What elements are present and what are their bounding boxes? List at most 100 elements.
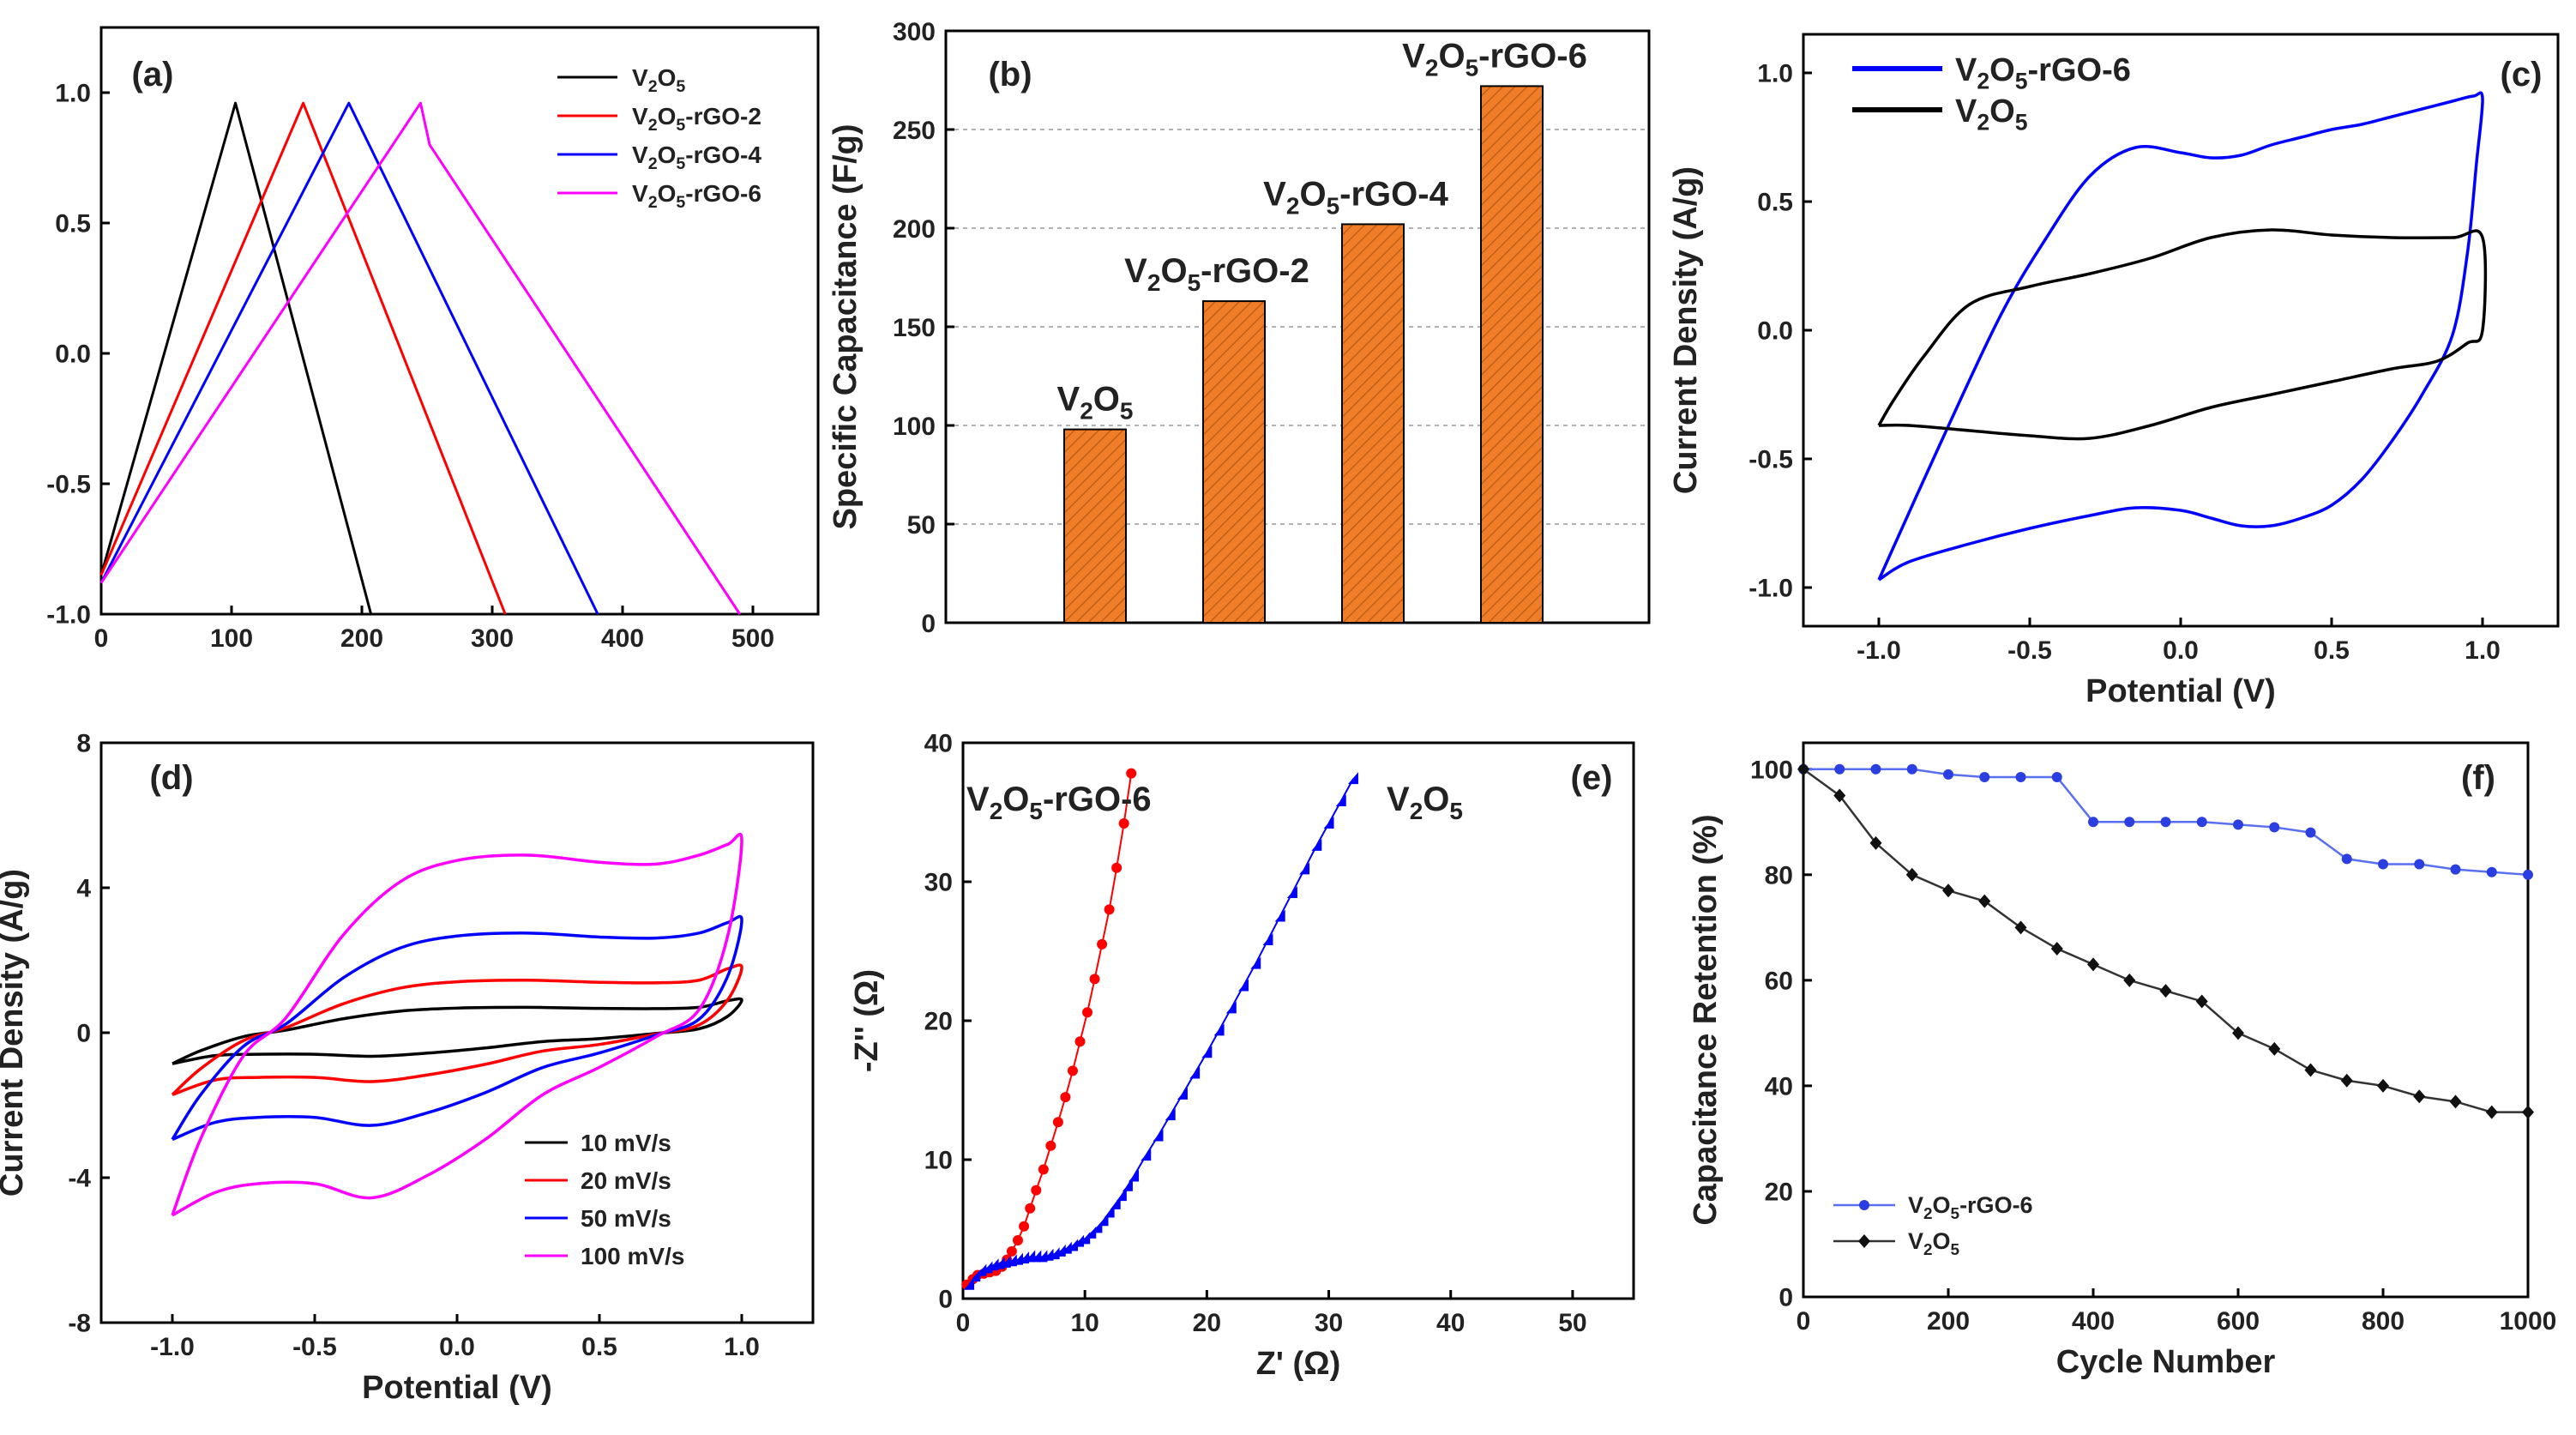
- x-tick-label: 1000: [2500, 1307, 2557, 1336]
- data-point: [2450, 864, 2461, 875]
- series-line-0: [172, 997, 743, 1065]
- x-tick-label: 400: [601, 624, 644, 653]
- y-tick-label: 0: [1779, 1284, 1793, 1312]
- data-point: [1834, 763, 1845, 775]
- x-tick-label: -0.5: [2007, 636, 2052, 665]
- data-point: [970, 1269, 981, 1282]
- series-line-0: [99, 101, 373, 615]
- x-tick-label: 0: [956, 1309, 971, 1337]
- bar-label-3: V2​O5​-rGO-6: [1402, 37, 1587, 81]
- data-point: [1978, 894, 1991, 908]
- y-tick-label: 20: [924, 1008, 953, 1036]
- data-point: [1906, 763, 1917, 775]
- series-line-2: [171, 914, 743, 1142]
- data-point: [1869, 835, 1882, 850]
- data-point: [1118, 817, 1129, 829]
- data-point: [1031, 1185, 1042, 1196]
- x-tick-label: 30: [1315, 1309, 1343, 1337]
- legend-label: 100 mV/s: [581, 1243, 684, 1269]
- data-point: [1092, 1221, 1103, 1233]
- y-tick-label: 10: [924, 1147, 953, 1175]
- y-axis-label: Capacitance Retention (%): [1688, 814, 1724, 1225]
- data-point: [2413, 1089, 2426, 1104]
- y-axis-label: Current Density (A/g): [0, 869, 30, 1197]
- x-tick-label: 1.0: [724, 1333, 760, 1361]
- y-tick-label: 40: [1765, 1072, 1793, 1100]
- x-axis-label: Potential (V): [2085, 673, 2276, 709]
- y-axis-label: Specific Capacitance (F/g): [828, 124, 864, 529]
- data-point: [1129, 1169, 1140, 1182]
- panel-e: 0 10 20 30 40 50 0 10 20 30 40 Z' (Ω) -Z'' (Ω) (e) V2​…: [849, 730, 1635, 1382]
- data-point: [1025, 1250, 1036, 1263]
- x-tick-label: 0.5: [581, 1333, 617, 1361]
- y-tick-label: -0.5: [1748, 446, 1793, 474]
- y-tick-label: 0: [76, 1020, 91, 1048]
- data-point: [2087, 957, 2099, 972]
- data-point: [1177, 1087, 1188, 1100]
- plot-frame: [99, 741, 815, 1324]
- data-point: [2051, 771, 2062, 782]
- y-tick-label: 20: [1765, 1178, 1793, 1206]
- y-tick-label: 0.0: [1757, 317, 1793, 346]
- legend-label: V2​O5​: [1908, 1228, 1959, 1259]
- data-point: [2014, 920, 2027, 935]
- legend-marker: [1859, 1200, 1869, 1210]
- data-point: [2304, 1063, 2317, 1077]
- data-point: [1213, 1023, 1225, 1036]
- data-point: [2196, 817, 2207, 828]
- y-tick-label: 0.0: [55, 341, 91, 369]
- series-line-2: [99, 101, 599, 615]
- panel-a: 0 100 200 300 400 500 -1.0 -0.5 0.0 0.5 1.0 (a) V2​O…: [46, 26, 820, 653]
- series-line-0: [1877, 91, 2484, 582]
- y-tick-label: 100: [893, 413, 936, 441]
- data-point: [1067, 1065, 1078, 1076]
- x-tick-label: 50: [1558, 1309, 1586, 1337]
- x-tick-label: 800: [2362, 1307, 2404, 1336]
- data-point: [1052, 1117, 1063, 1128]
- panel-c: -1.0 -0.5 0.0 0.5 1.0 -1.0 -0.5 0.0 0.5 1.0 Potent…: [1668, 33, 2560, 709]
- legend-label: V2​O5​: [1955, 93, 2028, 136]
- data-point: [2341, 853, 2352, 865]
- data-point: [2160, 817, 2171, 828]
- data-point: [2124, 817, 2135, 828]
- data-point: [2015, 771, 2026, 782]
- x-tick-label: 0: [94, 624, 109, 653]
- y-tick-label: -0.5: [46, 471, 91, 499]
- data-point: [2340, 1073, 2353, 1088]
- data-point: [2523, 869, 2533, 880]
- data-point: [1089, 974, 1100, 985]
- data-point: [1870, 763, 1881, 775]
- data-point: [1080, 1232, 1091, 1245]
- x-tick-label: 1.0: [2465, 636, 2501, 665]
- x-tick-label: 600: [2217, 1307, 2260, 1336]
- legend-label: V2​O5​-rGO-6: [632, 180, 761, 212]
- x-tick-label: 100: [210, 624, 253, 653]
- x-tick-label: 0.0: [2163, 636, 2199, 665]
- data-point: [1122, 1179, 1133, 1191]
- data-point: [2522, 1105, 2534, 1119]
- data-point: [2485, 1105, 2498, 1119]
- data-point: [1274, 909, 1285, 922]
- panel-b: 0 50 100 150 200 250 300 Specific Capacitance (…: [828, 18, 1651, 638]
- legend-label: 10 mV/s: [581, 1130, 671, 1156]
- bar-label-2: V2​O5​-rGO-4: [1263, 175, 1448, 219]
- y-tick-label: 80: [1765, 861, 1793, 889]
- x-tick-label: 200: [340, 624, 383, 653]
- data-point: [1347, 772, 1358, 785]
- data-point: [1082, 1007, 1093, 1018]
- x-tick-label: 20: [1193, 1309, 1221, 1337]
- x-tick-label: 0.0: [439, 1333, 475, 1361]
- series-line-3: [99, 101, 742, 615]
- x-tick-label: 300: [471, 624, 514, 653]
- panel-d: -1.0 -0.5 0.0 0.5 1.0 -8 -4 0 4 8 Potential (V) Cur…: [0, 730, 815, 1406]
- series-annotation-1: V2​O5​: [1387, 781, 1463, 824]
- data-point: [1074, 1234, 1085, 1247]
- series-line-1: [99, 101, 507, 615]
- x-tick-label: -1.0: [1857, 636, 1901, 665]
- legend-label: V2​O5​: [632, 64, 685, 96]
- y-tick-label: 1.0: [55, 80, 91, 108]
- x-tick-label: 400: [2072, 1307, 2115, 1336]
- y-tick-label: 100: [1750, 756, 1793, 784]
- data-point: [1031, 1250, 1042, 1263]
- data-point: [1262, 933, 1273, 946]
